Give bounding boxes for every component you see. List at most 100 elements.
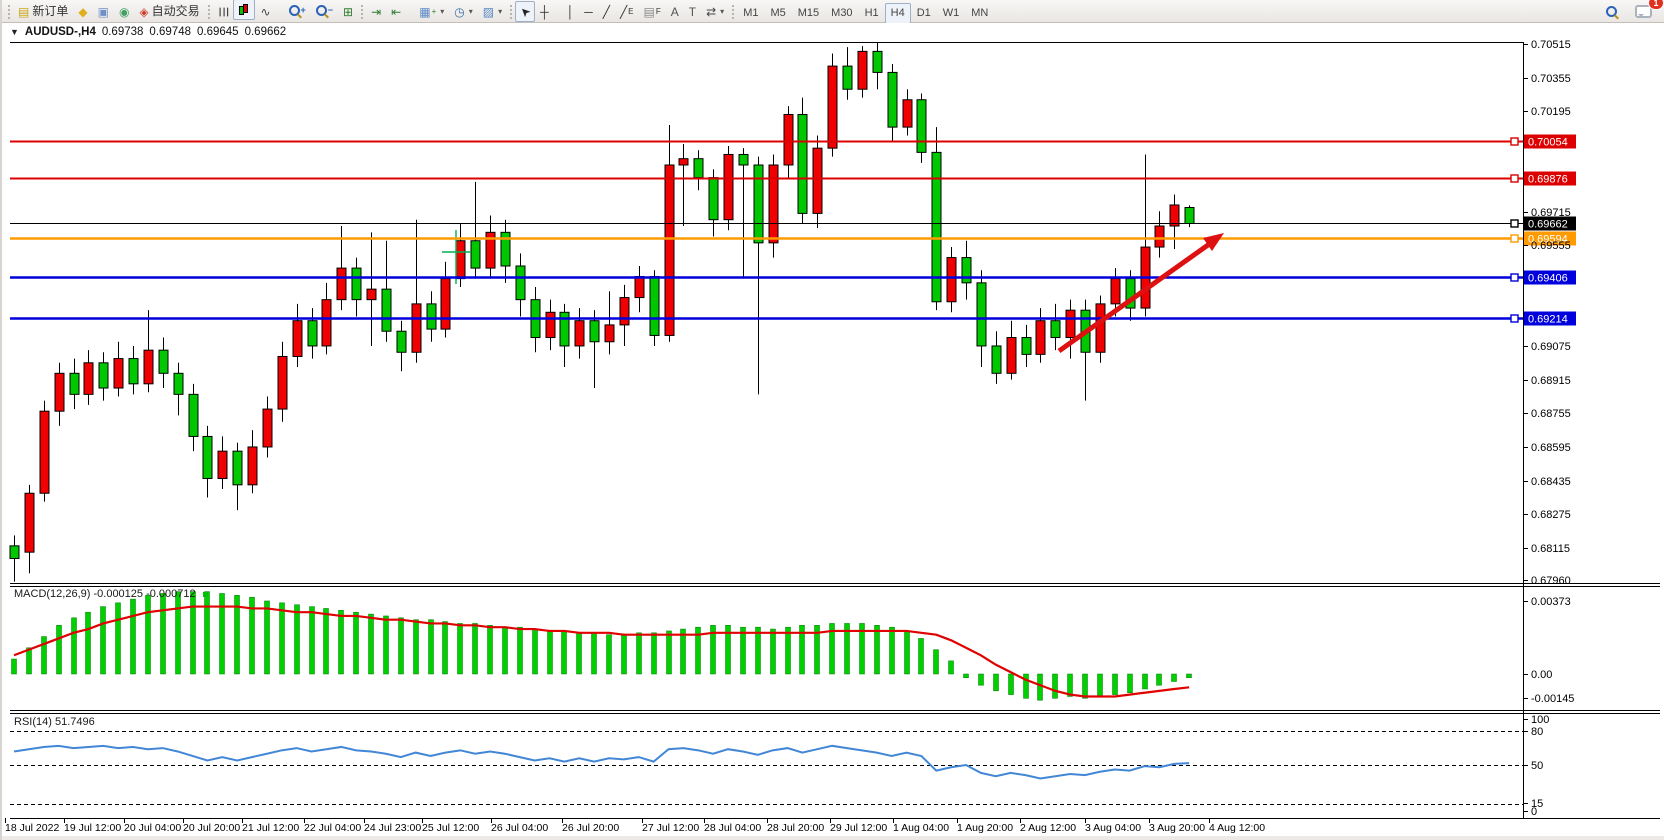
- time-tick-label: 19 Jul 12:00: [64, 822, 121, 834]
- candle-body: [39, 410, 50, 494]
- macd-histogram-bar: [26, 647, 32, 675]
- support-resistance-lines[interactable]: 0.70054 0.69876 0.69662 0.69594 0.69406 0.692…: [10, 134, 1576, 326]
- candlestick-chart-button[interactable]: [233, 0, 256, 20]
- macd-main-value: -0.000125: [93, 588, 144, 600]
- time-axis[interactable]: 18 Jul 2022 19 Jul 12:00 20 Jul 04:00 20 Ju…: [5, 818, 1265, 834]
- hline-axis-marker: [1510, 314, 1519, 323]
- profiles-button[interactable]: ◆: [73, 1, 92, 22]
- candle-body: [396, 330, 407, 353]
- macd-histogram-bar: [889, 626, 895, 675]
- candle-body: [24, 492, 35, 553]
- macd-histogram-bar: [190, 591, 196, 675]
- equidistant-channel-button[interactable]: ╱ E: [615, 1, 639, 22]
- clock-icon: ◷: [454, 4, 465, 19]
- macd-histogram-bar: [829, 623, 835, 675]
- price-box: [1524, 311, 1576, 326]
- candle-body: [143, 349, 154, 385]
- chart-collapse-icon[interactable]: ▼: [10, 27, 19, 37]
- macd-histogram-bar: [725, 625, 731, 675]
- chart-titlebar[interactable]: ▼ AUDUSD-,H4 0.69738 0.69748 0.69645 0.6…: [2, 23, 1664, 41]
- fibonacci-button[interactable]: ▤ F: [639, 1, 666, 22]
- candle-body: [1065, 309, 1076, 339]
- tile-windows-button[interactable]: ⊞: [338, 1, 358, 22]
- tile-windows-icon: ⊞: [343, 4, 354, 19]
- new-order-icon: ▤: [18, 4, 30, 19]
- new-order-button[interactable]: ▤ 新订单: [13, 1, 73, 22]
- time-tick-label: 26 Jul 20:00: [562, 822, 619, 834]
- autotrading-button[interactable]: ◈ 自动交易: [134, 1, 204, 22]
- price-axis[interactable]: 0.70515 0.70355 0.70195 0.69715 0.69555 0.690…: [1523, 39, 1574, 818]
- candle-body: [455, 240, 466, 280]
- macd-histogram-bar: [740, 626, 746, 675]
- search-button[interactable]: [1601, 1, 1622, 22]
- trendline-button[interactable]: ╱: [598, 1, 615, 22]
- templates-button[interactable]: ▨ ▾: [478, 1, 507, 22]
- trend-arrow-annotation[interactable]: [1057, 233, 1224, 354]
- timeframe-m5[interactable]: M5: [770, 6, 786, 19]
- macd-histogram-bar: [85, 611, 91, 675]
- dropdown-caret-icon[interactable]: ▾: [720, 7, 725, 16]
- candle-body: [515, 265, 526, 301]
- time-tick-label: 20 Jul 20:00: [183, 822, 240, 834]
- candle-body: [128, 358, 139, 385]
- chart-shift-button[interactable]: ⇤: [386, 1, 406, 22]
- vertical-line-button[interactable]: │: [562, 1, 580, 22]
- timeframe-w1[interactable]: W1: [942, 6, 960, 19]
- arrows-button[interactable]: ⇄ ▾: [701, 1, 729, 22]
- candle-body: [857, 50, 868, 90]
- new-order-button-label: 新订单: [32, 4, 69, 18]
- periods-button[interactable]: ◷ ▾: [449, 1, 478, 22]
- timeframe-m30[interactable]: M30: [831, 6, 853, 19]
- candlestick-series: [9, 42, 1195, 582]
- line-chart-button[interactable]: ∿: [255, 1, 275, 22]
- time-tick-label: 29 Jul 12:00: [830, 822, 887, 834]
- dropdown-caret-icon[interactable]: ▾: [468, 7, 473, 16]
- macd-histogram-bar: [561, 630, 567, 675]
- hline-axis-marker: [1510, 219, 1519, 228]
- price-tick-label: 0.70515: [1531, 39, 1571, 51]
- dropdown-caret-icon[interactable]: ▾: [498, 7, 503, 16]
- chart-background: [2, 41, 1664, 836]
- timeframe-m1[interactable]: M1: [743, 6, 759, 19]
- candle-body: [113, 358, 124, 389]
- macd-histogram-bar: [338, 610, 344, 675]
- candle-body: [1006, 337, 1017, 374]
- text-button[interactable]: A: [666, 1, 684, 22]
- horizontal-line-button[interactable]: ─: [579, 1, 598, 22]
- zoom-in-button[interactable]: +: [284, 0, 311, 21]
- market-watch-button[interactable]: ▣: [93, 1, 114, 22]
- candle-body: [500, 231, 511, 267]
- text-label-button[interactable]: T: [684, 1, 701, 22]
- add-indicator-button[interactable]: ▦ + ▾: [414, 1, 449, 22]
- auto-scroll-button[interactable]: ⇥: [366, 1, 386, 22]
- candle-body: [783, 113, 794, 166]
- timeframe-mn[interactable]: MN: [971, 6, 989, 19]
- timeframe-m15[interactable]: M15: [797, 6, 820, 19]
- navigator-button[interactable]: ◉: [114, 1, 134, 22]
- chart-symbol-title: AUDUSD-,H4: [24, 26, 96, 38]
- macd-histogram-bar: [1127, 673, 1133, 693]
- dropdown-caret-icon[interactable]: ▾: [440, 7, 445, 16]
- price-box-label: 0.69662: [1528, 219, 1568, 231]
- candle-body: [83, 362, 94, 395]
- macd-histogram-bar: [204, 591, 210, 675]
- notifications-button[interactable]: 1: [1630, 0, 1664, 22]
- timeframe-d1[interactable]: D1: [916, 6, 931, 19]
- rsi-tick-label: 15: [1531, 798, 1543, 810]
- candle-body: [217, 450, 228, 480]
- vertical-line-icon: │: [566, 4, 575, 19]
- price-tick-label: 0.69555: [1531, 240, 1571, 252]
- zoom-out-button[interactable]: −: [311, 0, 338, 21]
- macd-histogram-bar: [1008, 673, 1014, 695]
- time-tick-label: 2 Aug 12:00: [1020, 822, 1076, 834]
- cursor-button[interactable]: ➤: [515, 1, 536, 22]
- timeframe-h1[interactable]: H1: [864, 6, 879, 19]
- price-box-label: 0.69214: [1528, 314, 1568, 326]
- macd-histogram-bar: [948, 660, 954, 675]
- price-tick-label: 0.68435: [1531, 476, 1571, 488]
- time-tick-label: 20 Jul 04:00: [124, 822, 181, 834]
- macd-histogram-bar: [457, 623, 463, 675]
- macd-histogram-bar: [175, 591, 181, 675]
- crosshair-button[interactable]: ┼: [535, 1, 554, 22]
